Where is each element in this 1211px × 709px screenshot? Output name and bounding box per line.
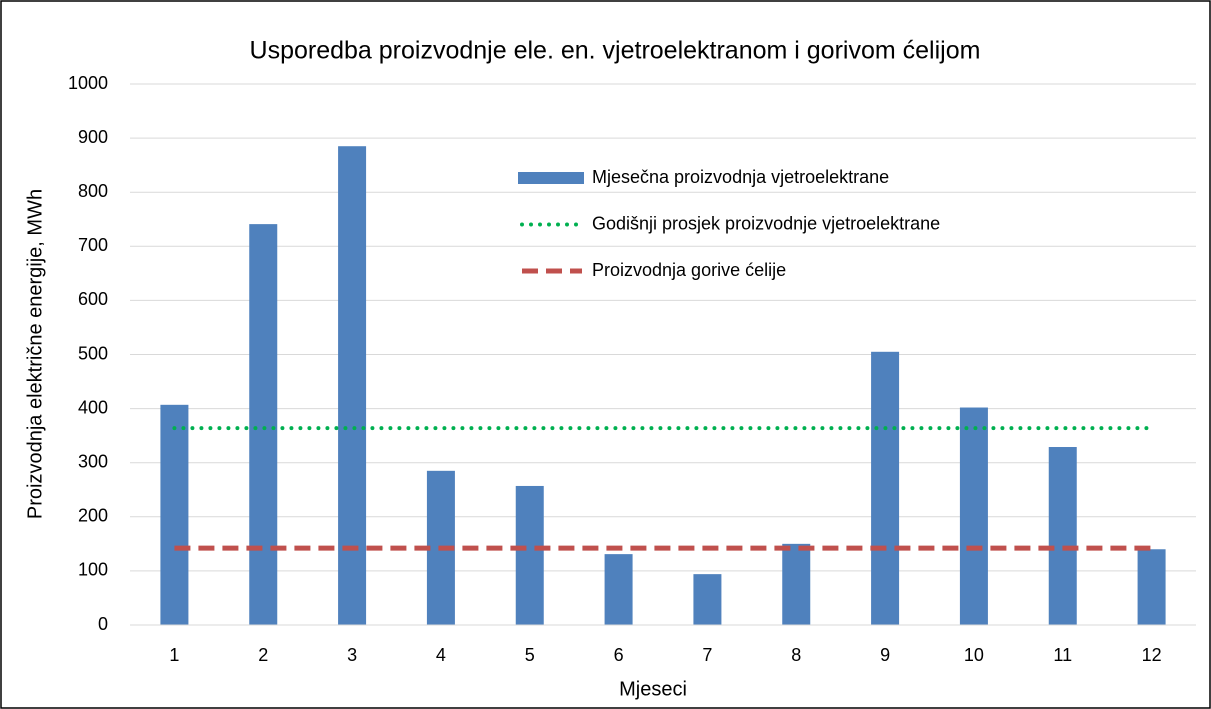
x-axis-label: Mjeseci	[619, 678, 687, 700]
y-tick-label: 800	[78, 181, 108, 201]
y-axis-label: Proizvodnja električne energije, MWh	[24, 189, 46, 519]
bar	[782, 543, 811, 625]
legend-swatch	[518, 172, 584, 184]
x-tick-label: 10	[964, 645, 984, 665]
bar	[515, 485, 544, 625]
x-tick-label: 7	[702, 645, 712, 665]
x-tick-label: 9	[880, 645, 890, 665]
y-tick-label: 200	[78, 506, 108, 526]
bar	[1137, 549, 1166, 625]
legend-label: Proizvodnja gorive ćelije	[592, 260, 786, 280]
x-tick-label: 12	[1142, 645, 1162, 665]
x-tick-label: 5	[525, 645, 535, 665]
bar	[1048, 447, 1077, 625]
bar	[249, 224, 278, 625]
bar	[338, 146, 367, 625]
x-tick-label: 2	[258, 645, 268, 665]
y-tick-label: 100	[78, 560, 108, 580]
x-tick-label: 6	[614, 645, 624, 665]
y-tick-label: 700	[78, 235, 108, 255]
legend-label: Mjesečna proizvodnja vjetroelektrane	[592, 167, 889, 187]
legend-label: Godišnji prosjek proizvodnje vjetroelekt…	[592, 213, 940, 233]
bar	[871, 351, 900, 625]
y-tick-label: 500	[78, 343, 108, 363]
y-tick-label: 0	[98, 614, 108, 634]
bar	[693, 574, 722, 625]
x-tick-label: 1	[169, 645, 179, 665]
x-tick-label: 4	[436, 645, 446, 665]
bar	[959, 407, 988, 625]
x-tick-label: 8	[791, 645, 801, 665]
x-tick-label: 11	[1053, 645, 1072, 665]
bar	[604, 554, 633, 625]
y-tick-label: 1000	[68, 73, 108, 93]
bar	[160, 404, 189, 625]
y-tick-label: 300	[78, 451, 108, 471]
y-tick-label: 600	[78, 289, 108, 309]
y-tick-label: 400	[78, 397, 108, 417]
x-tick-label: 3	[347, 645, 357, 665]
chart-title: Usporedba proizvodnje ele. en. vjetroele…	[250, 37, 981, 65]
y-tick-label: 900	[78, 127, 108, 147]
